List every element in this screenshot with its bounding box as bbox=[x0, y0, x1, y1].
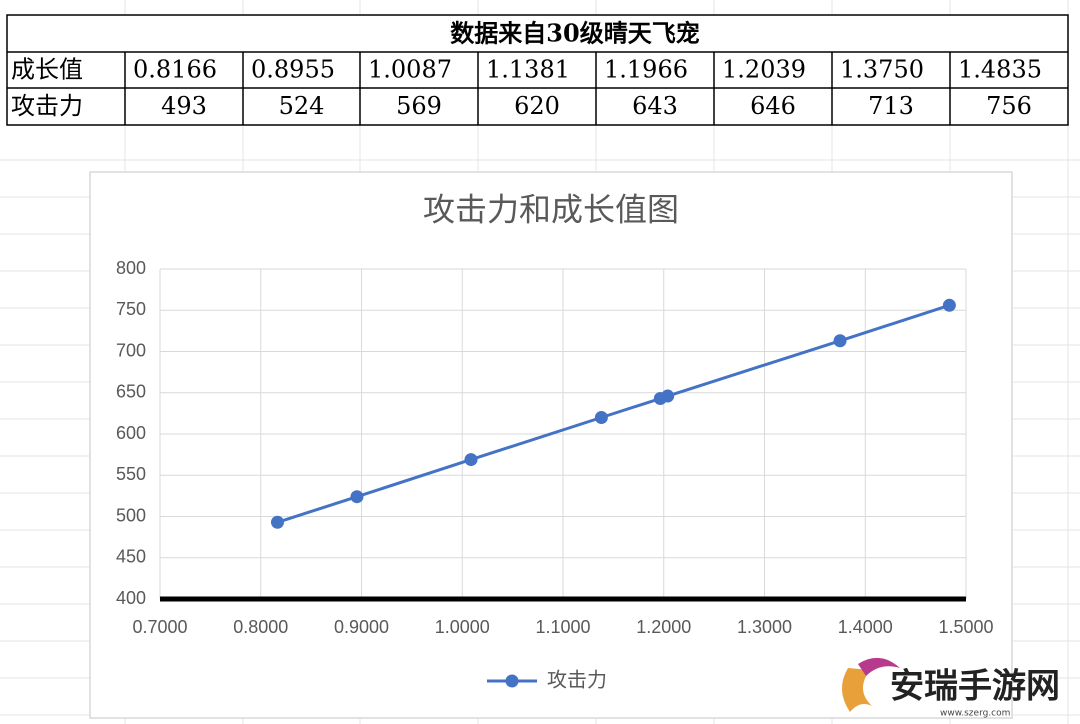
table-cell: 493 bbox=[161, 92, 207, 120]
table-cell: 1.4835 bbox=[958, 56, 1042, 84]
table-cell: 1.3750 bbox=[840, 56, 924, 84]
x-tick-label: 1.3000 bbox=[737, 617, 792, 637]
y-tick-label: 650 bbox=[116, 382, 146, 402]
table-cell: 524 bbox=[279, 92, 325, 120]
data-point bbox=[464, 453, 478, 467]
data-table: 数据来自30级晴天飞宠 成长值 0.8166 0.8955 1.0087 1.1381 1… bbox=[6, 14, 1069, 126]
series-line bbox=[277, 303, 950, 524]
y-tick-label: 600 bbox=[116, 423, 146, 443]
y-tick-label: 700 bbox=[116, 340, 146, 360]
watermark-logo bbox=[841, 668, 872, 712]
watermark-logo-accent bbox=[858, 657, 900, 676]
y-tick-label: 500 bbox=[116, 505, 146, 525]
x-tick-label: 1.5000 bbox=[938, 617, 993, 637]
data-point bbox=[942, 298, 956, 312]
y-tick-label: 400 bbox=[116, 588, 146, 608]
chart: 攻击力和成长值图 400 450 500 550 600 650 700 750 800 0.70… bbox=[89, 171, 1013, 719]
watermark: 安瑞手游网 www.szerg.com bbox=[841, 657, 1060, 719]
table-cell: 646 bbox=[750, 92, 796, 120]
watermark-name: 安瑞手游网 bbox=[890, 667, 1060, 707]
y-tick-label: 450 bbox=[116, 547, 146, 567]
row-header: 攻击力 bbox=[11, 92, 83, 120]
x-tick-label: 0.9000 bbox=[334, 617, 389, 637]
table-cell: 1.1966 bbox=[604, 56, 688, 84]
x-tick-label: 1.1000 bbox=[535, 617, 590, 637]
table-cell: 1.0087 bbox=[368, 56, 452, 84]
x-tick-label: 1.4000 bbox=[838, 617, 893, 637]
y-tick-label: 800 bbox=[116, 258, 146, 278]
table-cell: 756 bbox=[986, 92, 1032, 120]
x-tick-label: 0.8000 bbox=[233, 617, 288, 637]
data-point bbox=[594, 411, 608, 424]
table-title: 数据来自30级晴天飞宠 bbox=[450, 19, 699, 48]
table-cell: 643 bbox=[632, 92, 678, 120]
row-header: 成长值 bbox=[11, 56, 83, 84]
table-cell: 1.1381 bbox=[486, 56, 570, 84]
x-tick-label: 1.2000 bbox=[636, 617, 691, 637]
watermark-url: www.szerg.com bbox=[940, 709, 1010, 719]
table-cell: 0.8955 bbox=[251, 56, 335, 84]
data-point bbox=[270, 515, 284, 529]
table-cell: 569 bbox=[396, 92, 442, 120]
legend-label: 攻击力 bbox=[547, 668, 607, 692]
y-tick-label: 550 bbox=[116, 464, 146, 484]
data-point bbox=[661, 389, 675, 403]
legend-marker bbox=[505, 674, 519, 688]
data-point bbox=[350, 490, 364, 504]
table-cell: 1.2039 bbox=[722, 56, 806, 84]
data-point bbox=[833, 334, 847, 348]
x-tick-label: 0.7000 bbox=[132, 617, 187, 637]
x-tick-label: 1.0000 bbox=[435, 617, 490, 637]
table-cell: 0.8166 bbox=[133, 56, 217, 84]
table-cell: 620 bbox=[514, 92, 560, 120]
chart-title: 攻击力和成长值图 bbox=[423, 191, 679, 229]
table-cell: 713 bbox=[868, 92, 914, 120]
chart-area bbox=[89, 171, 1013, 719]
y-tick-label: 750 bbox=[116, 299, 146, 319]
